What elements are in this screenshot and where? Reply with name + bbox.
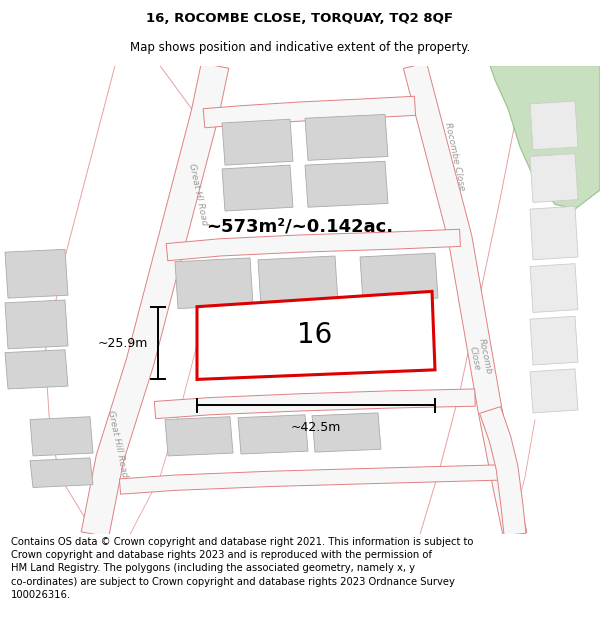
Polygon shape (197, 291, 435, 379)
Text: Great Hill Road: Great Hill Road (107, 409, 130, 478)
Text: ~573m²/~0.142ac.: ~573m²/~0.142ac. (206, 217, 394, 236)
Polygon shape (530, 154, 578, 202)
Polygon shape (119, 464, 510, 494)
Text: Rocombe Close: Rocombe Close (443, 121, 467, 191)
Polygon shape (222, 165, 293, 211)
Polygon shape (166, 229, 460, 261)
Polygon shape (30, 458, 93, 488)
Polygon shape (30, 417, 93, 456)
Polygon shape (403, 63, 527, 537)
Text: ~25.9m: ~25.9m (98, 336, 148, 349)
Text: Contains OS data © Crown copyright and database right 2021. This information is : Contains OS data © Crown copyright and d… (11, 537, 473, 600)
Polygon shape (175, 258, 253, 309)
Text: Map shows position and indicative extent of the property.: Map shows position and indicative extent… (130, 41, 470, 54)
Polygon shape (238, 415, 308, 454)
Polygon shape (479, 407, 526, 536)
Polygon shape (222, 119, 293, 165)
Polygon shape (5, 350, 68, 389)
Text: Great Hl Road: Great Hl Road (187, 163, 209, 227)
Polygon shape (154, 389, 475, 419)
Polygon shape (305, 114, 388, 161)
Polygon shape (81, 63, 229, 537)
Polygon shape (305, 161, 388, 208)
Polygon shape (530, 316, 578, 365)
Polygon shape (530, 264, 578, 312)
Text: Rocomb
Close: Rocomb Close (467, 338, 493, 377)
Polygon shape (203, 96, 416, 128)
Polygon shape (165, 417, 233, 456)
Polygon shape (530, 101, 578, 150)
Polygon shape (530, 206, 578, 260)
Text: 16: 16 (298, 321, 332, 349)
Polygon shape (5, 249, 68, 298)
Text: ~42.5m: ~42.5m (291, 421, 341, 434)
Polygon shape (490, 66, 600, 209)
Polygon shape (530, 369, 578, 413)
Polygon shape (5, 300, 68, 349)
Polygon shape (360, 253, 438, 302)
Polygon shape (258, 256, 338, 307)
Text: 16, ROCOMBE CLOSE, TORQUAY, TQ2 8QF: 16, ROCOMBE CLOSE, TORQUAY, TQ2 8QF (146, 12, 454, 25)
Polygon shape (312, 413, 381, 452)
